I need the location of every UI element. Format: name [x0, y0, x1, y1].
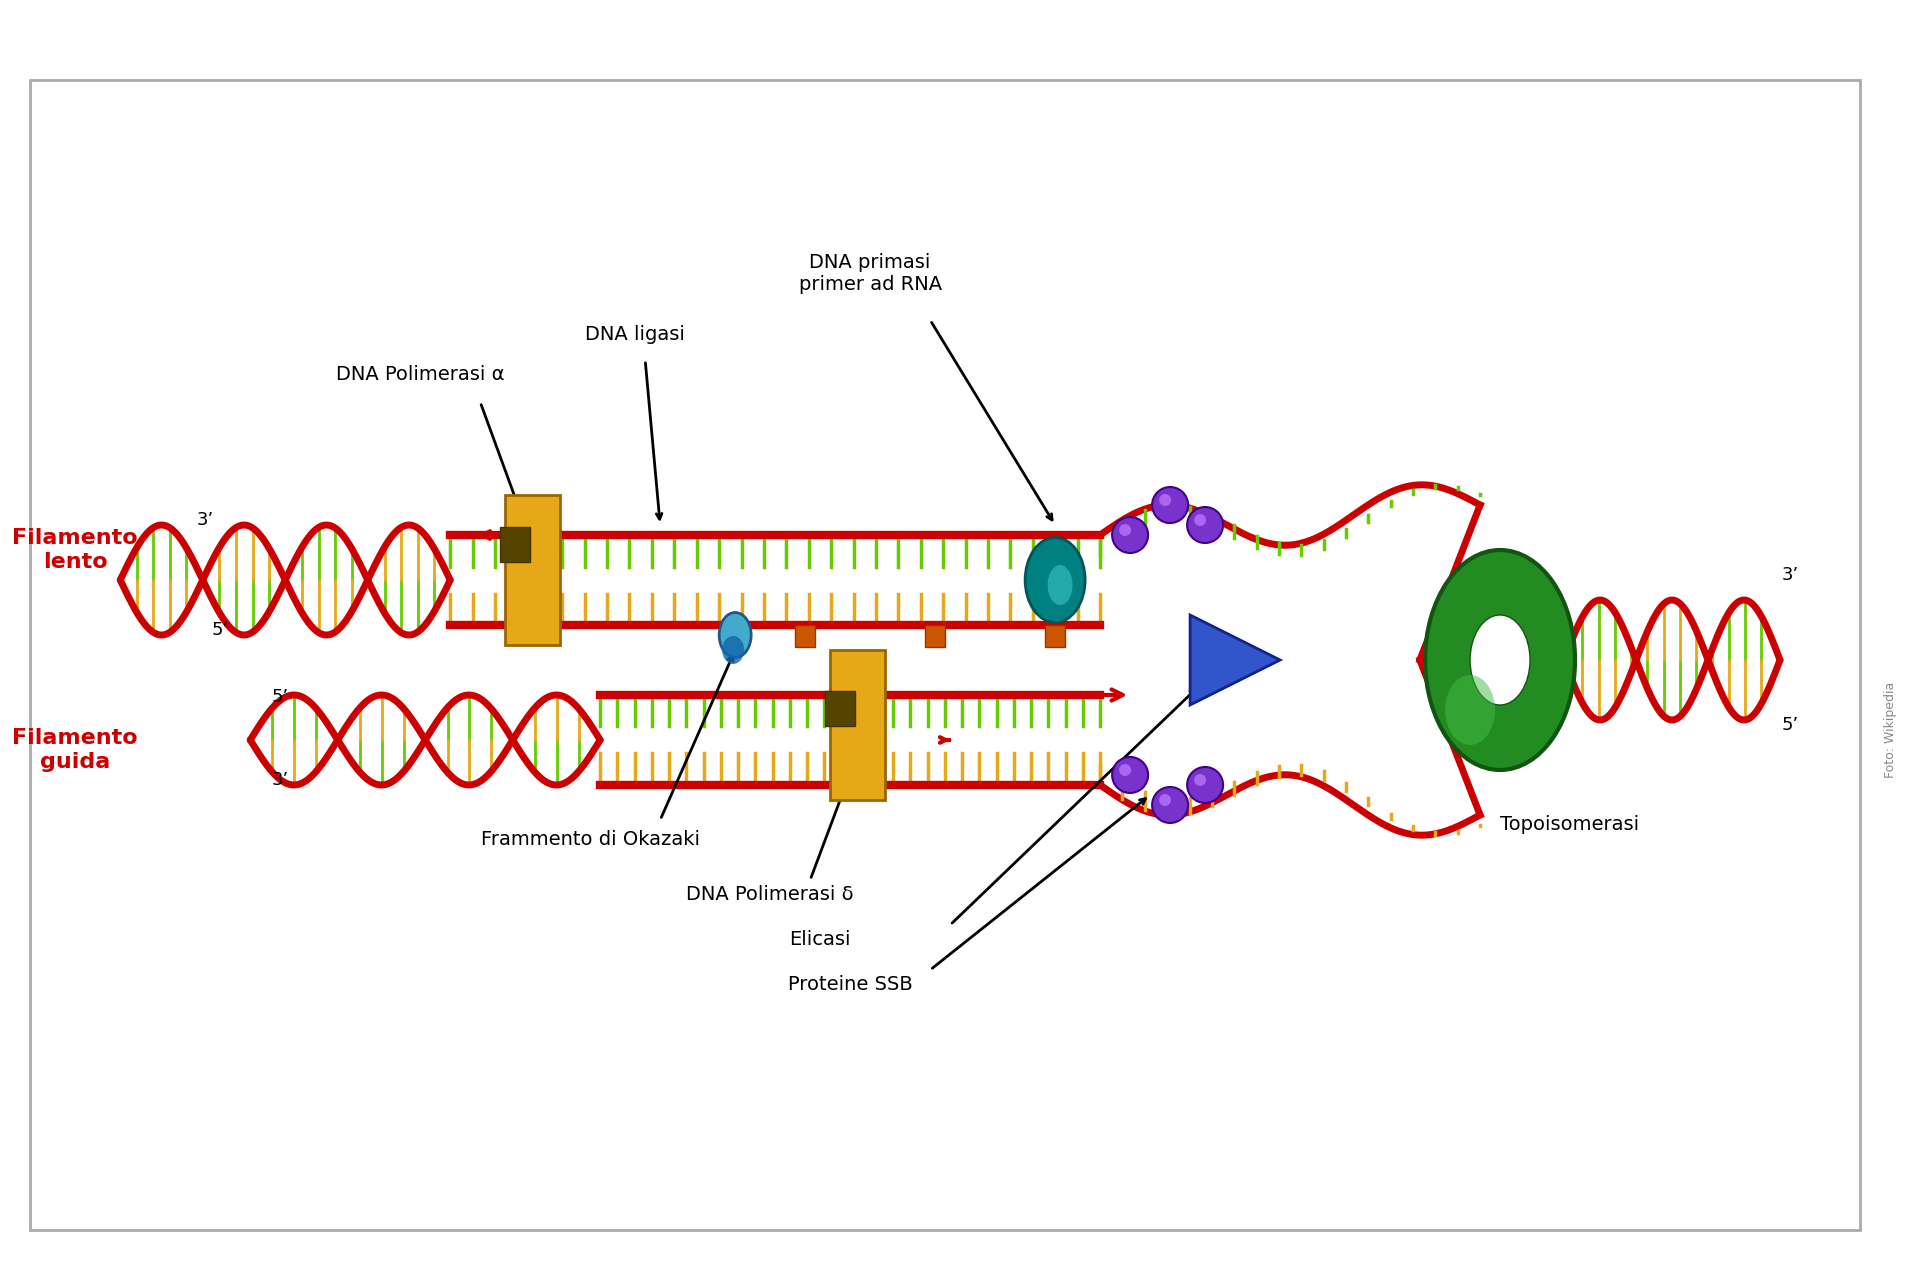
Circle shape [1160, 494, 1171, 506]
FancyBboxPatch shape [795, 625, 816, 646]
Ellipse shape [722, 636, 745, 664]
Ellipse shape [1425, 550, 1574, 771]
Circle shape [1112, 517, 1148, 553]
Ellipse shape [1025, 538, 1085, 622]
Ellipse shape [1446, 675, 1496, 745]
Text: Filamento
lento: Filamento lento [12, 529, 138, 572]
Text: Frammento di Okazaki: Frammento di Okazaki [480, 829, 699, 849]
Circle shape [1194, 774, 1206, 786]
Ellipse shape [720, 613, 751, 658]
Circle shape [1152, 486, 1188, 524]
FancyBboxPatch shape [505, 495, 561, 645]
FancyBboxPatch shape [925, 625, 945, 646]
Text: Elicasi: Elicasi [789, 931, 851, 948]
Text: DNA Polimerasi δ: DNA Polimerasi δ [685, 884, 854, 904]
Circle shape [1194, 515, 1206, 526]
Ellipse shape [1471, 614, 1530, 705]
Circle shape [1187, 767, 1223, 803]
Text: 5’: 5’ [211, 621, 228, 639]
Text: Topoisomerasi: Topoisomerasi [1501, 815, 1640, 835]
Circle shape [1160, 794, 1171, 806]
Text: DNA Polimerasi α: DNA Polimerasi α [336, 365, 505, 384]
Circle shape [1152, 787, 1188, 823]
Ellipse shape [1048, 564, 1073, 605]
FancyBboxPatch shape [829, 650, 885, 800]
Text: DNA primasi
primer ad RNA: DNA primasi primer ad RNA [799, 253, 941, 294]
FancyBboxPatch shape [501, 527, 530, 562]
Text: DNA ligasi: DNA ligasi [586, 325, 685, 344]
Text: Foto: Wikipedia: Foto: Wikipedia [1884, 682, 1897, 778]
Text: Proteine SSB: Proteine SSB [787, 975, 912, 995]
Polygon shape [1190, 614, 1281, 705]
FancyBboxPatch shape [826, 691, 854, 727]
Circle shape [1112, 756, 1148, 794]
FancyBboxPatch shape [1044, 625, 1066, 646]
Text: 5’: 5’ [271, 687, 288, 707]
Circle shape [1119, 524, 1131, 536]
Text: 3’: 3’ [196, 511, 213, 529]
Text: 5’: 5’ [1782, 716, 1799, 733]
Text: Filamento
guida: Filamento guida [12, 728, 138, 772]
Text: 3’: 3’ [271, 771, 288, 788]
Circle shape [1119, 764, 1131, 776]
Circle shape [1187, 507, 1223, 543]
Text: 3’: 3’ [1782, 566, 1799, 584]
